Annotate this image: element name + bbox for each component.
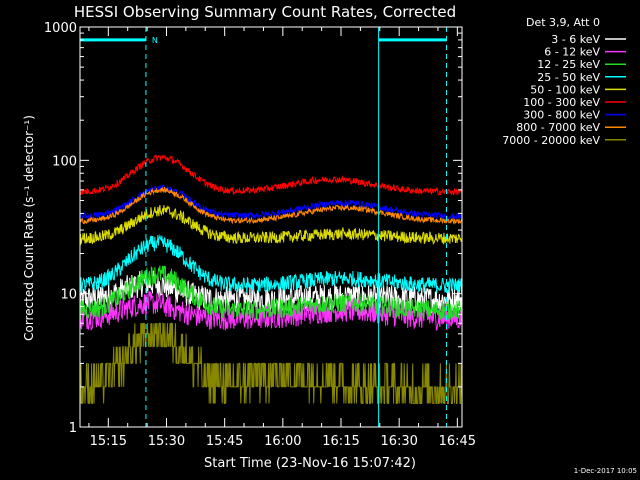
y-tick-label: 10 bbox=[60, 288, 77, 303]
x-tick-label: 15:15 bbox=[90, 434, 127, 449]
legend-entry-label: 7000 - 20000 keV bbox=[502, 134, 600, 147]
legend-entry-label: 50 - 100 keV bbox=[530, 83, 600, 96]
series-line bbox=[79, 184, 463, 221]
series-line bbox=[79, 186, 463, 225]
x-tick-label: 16:00 bbox=[264, 434, 301, 449]
series-line bbox=[79, 322, 463, 404]
x-axis-label: Start Time (23-Nov-16 15:07:42) bbox=[204, 456, 416, 471]
y-axis-label: Corrected Count Rate (s⁻¹ detector⁻¹) bbox=[22, 115, 36, 341]
y-tick-label: 100 bbox=[52, 154, 77, 169]
legend-entry-label: 12 - 25 keV bbox=[537, 58, 600, 71]
legend-entry-label: 100 - 300 keV bbox=[523, 96, 600, 109]
chart-title: HESSI Observing Summary Count Rates, Cor… bbox=[74, 3, 456, 21]
x-tick-label: 16:30 bbox=[380, 434, 417, 449]
series-line bbox=[79, 265, 463, 321]
legend-entry-label: 25 - 50 keV bbox=[537, 71, 600, 84]
legend-entry-label: 300 - 800 keV bbox=[523, 109, 600, 122]
x-tick-label: 15:45 bbox=[206, 434, 243, 449]
y-tick-label: 1000 bbox=[44, 21, 77, 36]
footer-timestamp: 1-Dec-2017 10:05 bbox=[574, 467, 637, 475]
plot-area: N bbox=[79, 27, 463, 427]
series-line bbox=[79, 233, 463, 294]
x-tick-label: 16:45 bbox=[439, 434, 476, 449]
annotation-label: N bbox=[152, 36, 158, 45]
x-tick-label: 16:15 bbox=[322, 434, 359, 449]
axes: 1 10 100 1000 15:15 15:30 15:45 16:00 16:15 16:30… bbox=[44, 21, 476, 449]
series-line bbox=[79, 205, 463, 246]
x-tick-label: 15:30 bbox=[148, 434, 185, 449]
series-line bbox=[79, 154, 463, 196]
legend-entry-label: 3 - 6 keV bbox=[551, 33, 600, 46]
legend-entry-label: 800 - 7000 keV bbox=[516, 121, 600, 134]
y-tick-label: 1 bbox=[69, 421, 77, 436]
legend-entry-label: 6 - 12 keV bbox=[544, 46, 600, 59]
plot-frame bbox=[79, 26, 463, 428]
legend-title: Det 3,9, Att 0 bbox=[526, 16, 600, 29]
